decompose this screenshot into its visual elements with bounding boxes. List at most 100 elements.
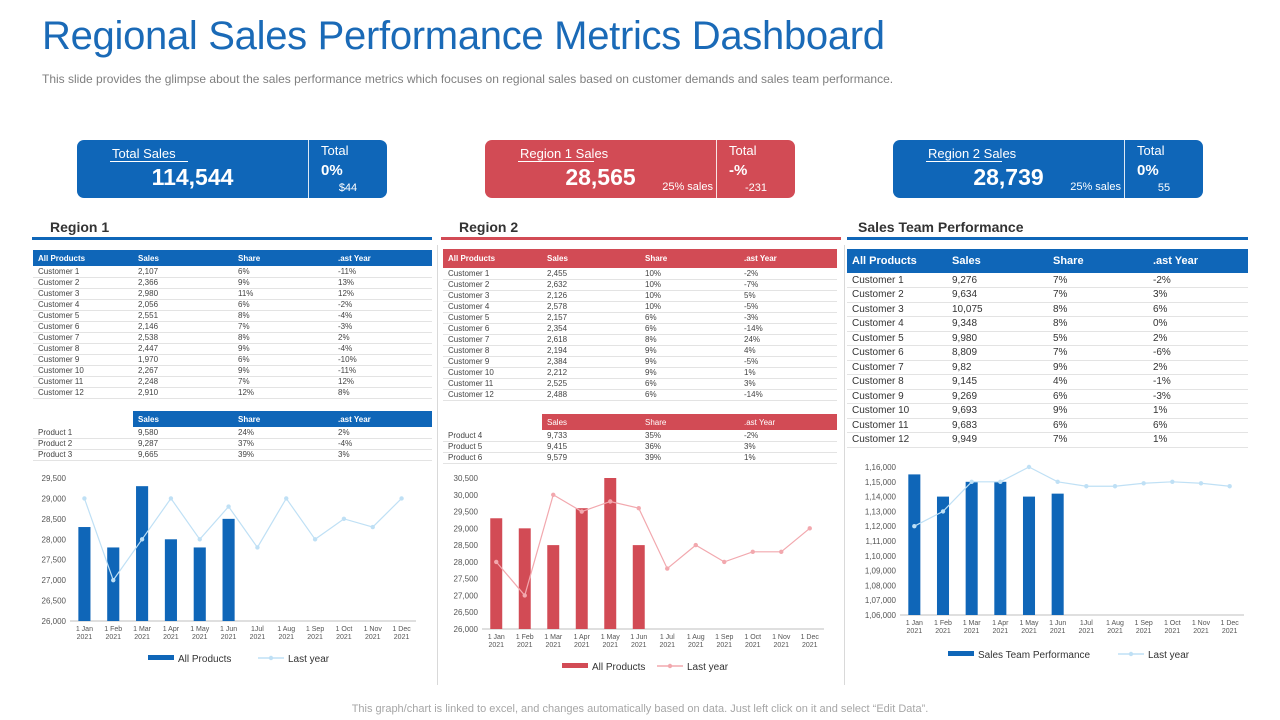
table-cell: 4% <box>739 345 837 357</box>
series-point <box>1170 479 1175 484</box>
y-tick-label: 29,000 <box>454 524 479 533</box>
x-tick-label: 1 Apr <box>574 634 591 641</box>
kpi-value: 28,565 <box>565 164 636 190</box>
x-tick-label: 2021 <box>602 642 618 649</box>
y-tick-label: 26,500 <box>42 597 67 606</box>
table-cell: 2,447 <box>133 343 233 355</box>
x-tick-label: 2021 <box>1050 628 1066 635</box>
bar <box>604 478 617 629</box>
table-row: Customer 11 9,683 6% 6% <box>847 418 1248 433</box>
table-cell: 6% <box>1148 418 1248 433</box>
table-cell: 2,107 <box>133 266 233 278</box>
series-point <box>1112 484 1118 489</box>
x-tick-label: 1 Jun <box>220 626 237 633</box>
bar <box>490 518 503 629</box>
table-cell: 9,580 <box>133 427 233 439</box>
table-row: Customer 8 9,145 4% -1% <box>847 374 1248 390</box>
table-cell: 1% <box>1148 403 1248 419</box>
table-cell: Product 6 <box>443 452 542 464</box>
table-cell: 2,146 <box>133 321 233 333</box>
x-tick-label: 2021 <box>394 634 410 641</box>
table-cell: Customer 10 <box>847 403 947 419</box>
table-cell: 10% <box>640 279 739 291</box>
kpi-label: Region 2 Sales <box>928 146 1017 161</box>
column-header: Share <box>233 411 333 427</box>
series-point <box>551 492 556 497</box>
table-header-row: All Products Sales Share .ast Year <box>443 249 837 268</box>
table-cell: Customer 5 <box>847 331 947 346</box>
table-header-row: All Products Sales Share .ast Year <box>33 250 432 266</box>
table-cell: 39% <box>640 452 739 464</box>
table-cell: 6% <box>233 354 333 366</box>
table-cell: 2,578 <box>542 301 640 313</box>
bar <box>547 545 560 629</box>
series-point <box>693 542 698 548</box>
table-cell: -14% <box>739 389 837 401</box>
kpi-label-underline <box>926 161 1002 162</box>
column-header: .ast Year <box>333 250 432 266</box>
series-line <box>83 497 403 582</box>
series-point <box>1055 479 1060 484</box>
team-sales-chart: 1,06,000 1,07,000 1,08,000 1,09,000 1,10,000… <box>865 463 1244 661</box>
legend-label: All Products <box>178 654 231 665</box>
series-point <box>807 526 812 531</box>
y-tick-label: 1,09,000 <box>865 567 897 576</box>
kpi-total-sub: $44 <box>338 182 358 194</box>
x-tick-label: 2021 <box>659 642 675 649</box>
table-cell: -4% <box>333 310 432 322</box>
table-row: Customer 4 9,348 8% 0% <box>847 316 1248 332</box>
x-tick-label: 1 Aug <box>277 626 295 633</box>
column-header: Share <box>640 249 739 268</box>
table-cell: 6% <box>640 389 739 401</box>
x-tick-label: 2021 <box>773 642 789 649</box>
x-tick-label: 1 Mar <box>544 634 563 641</box>
y-tick-label: 30,000 <box>454 491 479 500</box>
table-cell: 6% <box>233 299 333 311</box>
column-header-blank <box>33 411 133 427</box>
table-cell: -11% <box>333 266 432 278</box>
table-cell: -4% <box>333 343 432 355</box>
table-cell: 2,384 <box>542 356 640 368</box>
table-cell: 9,348 <box>947 316 1048 332</box>
table-cell: 2,248 <box>133 376 233 388</box>
y-tick-label: 1,14,000 <box>865 493 897 502</box>
table-cell: 8% <box>233 332 333 344</box>
x-tick-label: 2021 <box>278 634 294 641</box>
table-row: Customer 6 8,809 7% -6% <box>847 345 1248 361</box>
x-tick-label: 1 Oct <box>336 626 353 633</box>
table-cell: -4% <box>333 438 432 450</box>
table-row: Product 4 9,733 35% -2% <box>443 430 837 442</box>
y-tick-label: 1,10,000 <box>865 552 897 561</box>
table-row: Customer 3 10,075 8% 6% <box>847 302 1248 317</box>
series-line <box>495 493 811 597</box>
page-subtitle: This slide provides the glimpse about th… <box>42 72 894 86</box>
table-cell: 5% <box>1048 331 1148 346</box>
x-tick-label: 1Jul <box>1080 620 1093 627</box>
table-row: Customer 9 9,269 6% -3% <box>847 389 1248 404</box>
table-cell: 3% <box>739 441 837 453</box>
table-cell: Customer 3 <box>33 288 133 300</box>
table-cell: Product 4 <box>443 430 542 442</box>
table-cell: Customer 7 <box>33 332 133 344</box>
series-point <box>1026 464 1032 470</box>
table-cell: 9% <box>233 343 333 355</box>
table-cell: 6% <box>640 323 739 335</box>
x-tick-label: 1 May <box>601 634 621 641</box>
legend-swatch-point <box>268 655 274 661</box>
region2-customer-table: All Products Sales Share .ast Year Custo… <box>443 249 837 401</box>
x-tick-label: 1 Oct <box>1164 620 1181 627</box>
y-tick-label: 1,15,000 <box>865 478 897 487</box>
table-cell: 9% <box>233 365 333 377</box>
x-tick-label: 2021 <box>163 634 179 641</box>
table-row: Customer 8 2,194 9% 4% <box>443 345 837 357</box>
table-cell: -7% <box>739 279 837 291</box>
kpi-value: 114,544 <box>151 164 234 190</box>
table-cell: Customer 4 <box>33 299 133 311</box>
bar <box>1051 493 1064 615</box>
table-cell: -3% <box>739 312 837 324</box>
x-tick-label: 1 Nov <box>772 634 791 641</box>
column-header: All Products <box>847 249 947 273</box>
series-point <box>226 504 231 509</box>
bar <box>965 481 978 615</box>
table-cell: Customer 12 <box>33 387 133 399</box>
